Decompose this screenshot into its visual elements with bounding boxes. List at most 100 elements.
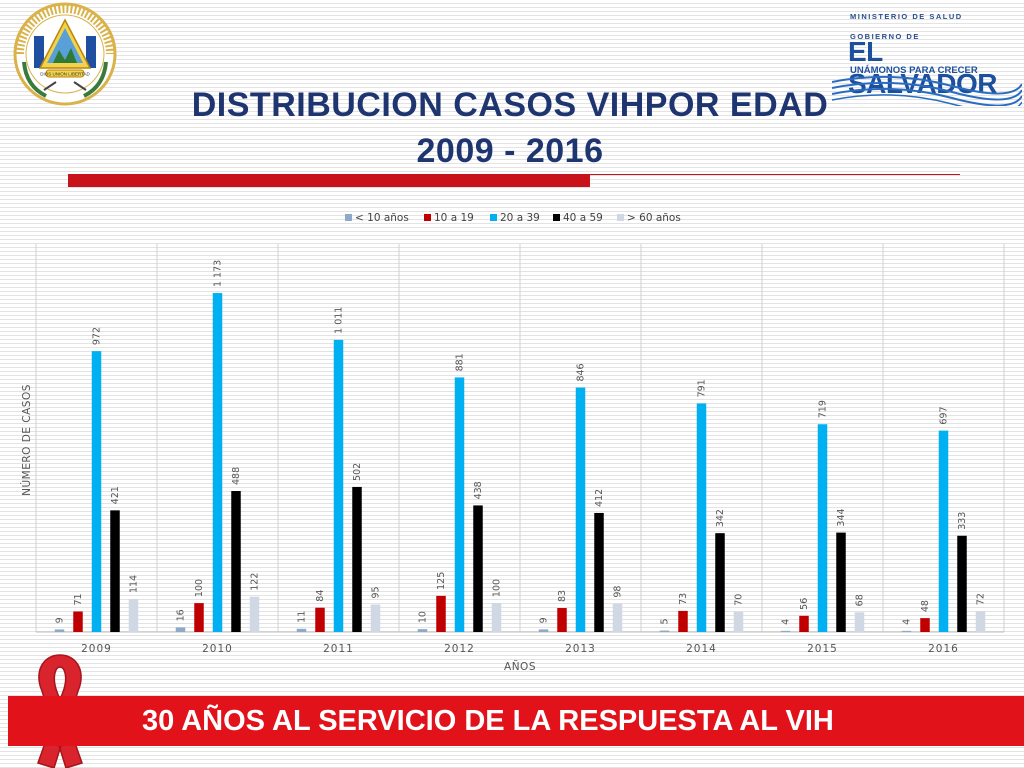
bar [975,611,986,632]
bar-value-label: 11 [297,611,308,623]
title-underline-bar [68,174,590,187]
bar [249,596,260,632]
bar [436,595,446,632]
bar-value-label: 70 [734,594,745,606]
x-axis-label: AÑOS [504,660,536,673]
bar [659,630,670,632]
footer-banner-text: 30 AÑOS AL SERVICIO DE LA RESPUESTA AL V… [142,705,834,737]
bar [715,533,725,632]
legend-label: 40 a 59 [563,212,603,224]
bar-value-label: 4 [902,619,913,625]
legend-label: < 10 años [355,212,409,224]
bar [175,627,186,632]
legend-swatch [490,214,497,221]
bar [491,603,502,632]
bar [54,629,65,632]
slide-title: DISTRIBUCION CASOS VIHPOR EDAD 2009 - 20… [90,82,930,174]
bar [575,387,586,632]
bar-value-label: 122 [250,573,261,591]
bar [696,403,707,632]
bar-value-label: 488 [231,467,242,485]
bar [817,424,828,632]
government-logo: MINISTERIO DE SALUD GOBIERNO DE EL SALVA… [832,6,1022,106]
legend-label: 10 a 19 [434,212,474,224]
bar-value-label: 5 [660,619,671,625]
bar [612,603,623,632]
bar [128,599,139,632]
bar [538,629,549,632]
bar [557,608,567,632]
legend-swatch [617,214,624,221]
bar [370,604,381,632]
x-tick-label: 2009 [81,643,112,655]
bar [473,505,483,632]
x-tick-label: 2011 [323,643,354,655]
legend-swatch [424,214,431,221]
government-prefix: GOBIERNO DE [850,32,920,41]
bar-value-label: 846 [576,363,587,381]
bar [73,611,83,632]
x-tick-label: 2010 [202,643,233,655]
bar-value-label: 56 [799,598,810,610]
bar-value-label: 1 011 [334,307,345,334]
bar-value-label: 421 [110,486,121,504]
bar-value-label: 972 [92,327,103,345]
bar [957,535,967,632]
bar-value-label: 342 [715,509,726,527]
bar-value-label: 502 [352,463,363,481]
bar-value-label: 95 [371,586,382,598]
footer-banner: 30 AÑOS AL SERVICIO DE LA RESPUESTA AL V… [8,696,1024,746]
bar-value-label: 114 [129,575,140,593]
bar [780,630,791,632]
bar [417,629,428,632]
bar-value-label: 68 [855,594,866,606]
bar-value-label: 83 [557,590,568,602]
government-slogan: UNÁMONOS PARA CRECER [850,65,978,76]
bar [920,618,930,632]
bar [91,351,102,632]
bar-value-label: 719 [818,400,829,418]
title-line-1: DISTRIBUCION CASOS VIHPOR EDAD [191,86,829,124]
title-underline-line [590,174,960,175]
bar-value-label: 4 [781,619,792,625]
wave-lines-icon [832,75,1022,106]
bar-value-label: 71 [73,593,84,605]
title-line-2: 2009 - 2016 [416,132,604,170]
chart-legend: < 10 años 10 a 19 20 a 39 40 a 59 > 60 años [345,212,681,224]
bar-value-label: 100 [194,579,205,597]
bar [212,293,223,632]
bar [733,611,744,632]
bar-value-label: 73 [678,593,689,605]
bar [799,615,809,632]
seal-motto: DIOS UNION LIBERTAD [40,72,90,77]
legend-swatch [345,214,352,221]
bar [110,510,120,632]
x-tick-label: 2012 [444,643,475,655]
bar-value-label: 10 [418,611,429,623]
x-tick-label: 2015 [807,643,838,655]
bar-value-label: 881 [455,353,466,371]
bar [854,612,865,632]
bar-value-label: 98 [613,586,624,598]
bar-value-label: 9 [539,617,550,623]
x-tick-label: 2016 [928,643,959,655]
bar [678,610,688,632]
bar-value-label: 344 [836,508,847,526]
bar-value-label: 1 173 [213,260,224,287]
bar-value-label: 791 [697,379,708,397]
bar [231,490,241,632]
bar-value-label: 48 [920,600,931,612]
bar-value-label: 697 [939,406,950,424]
legend-swatch [553,214,560,221]
x-tick-label: 2014 [686,643,717,655]
bar-value-label: 100 [492,579,503,597]
bar [352,486,362,632]
bar [938,430,949,632]
bar-value-label: 125 [436,572,447,590]
bar [594,512,604,632]
bar-chart: < 10 años 10 a 19 20 a 39 40 a 59 > 60 años … [20,212,1005,673]
coat-of-arms-seal: DIOS UNION LIBERTAD [13,2,117,106]
legend-label: > 60 años [627,212,681,224]
bar [315,607,325,632]
